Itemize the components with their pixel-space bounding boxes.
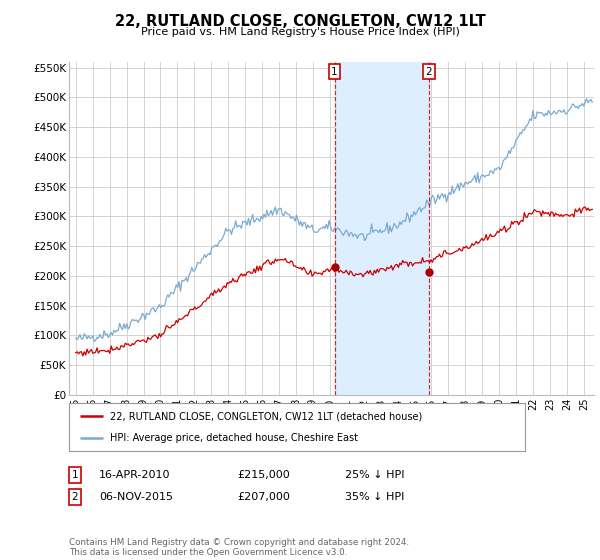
Text: Contains HM Land Registry data © Crown copyright and database right 2024.
This d: Contains HM Land Registry data © Crown c… (69, 538, 409, 557)
Text: 22, RUTLAND CLOSE, CONGLETON, CW12 1LT (detached house): 22, RUTLAND CLOSE, CONGLETON, CW12 1LT (… (110, 411, 422, 421)
Text: 22, RUTLAND CLOSE, CONGLETON, CW12 1LT: 22, RUTLAND CLOSE, CONGLETON, CW12 1LT (115, 14, 485, 29)
Text: Price paid vs. HM Land Registry's House Price Index (HPI): Price paid vs. HM Land Registry's House … (140, 27, 460, 37)
Text: 1: 1 (71, 470, 79, 480)
Text: £215,000: £215,000 (237, 470, 290, 480)
Text: £207,000: £207,000 (237, 492, 290, 502)
Text: 2: 2 (71, 492, 79, 502)
Text: HPI: Average price, detached house, Cheshire East: HPI: Average price, detached house, Ches… (110, 433, 358, 443)
Text: 06-NOV-2015: 06-NOV-2015 (99, 492, 173, 502)
Bar (335, 62, 429, 395)
Text: 1: 1 (331, 67, 338, 77)
Text: 2: 2 (425, 67, 432, 77)
Text: 35% ↓ HPI: 35% ↓ HPI (345, 492, 404, 502)
Text: 16-APR-2010: 16-APR-2010 (99, 470, 170, 480)
Text: 25% ↓ HPI: 25% ↓ HPI (345, 470, 404, 480)
